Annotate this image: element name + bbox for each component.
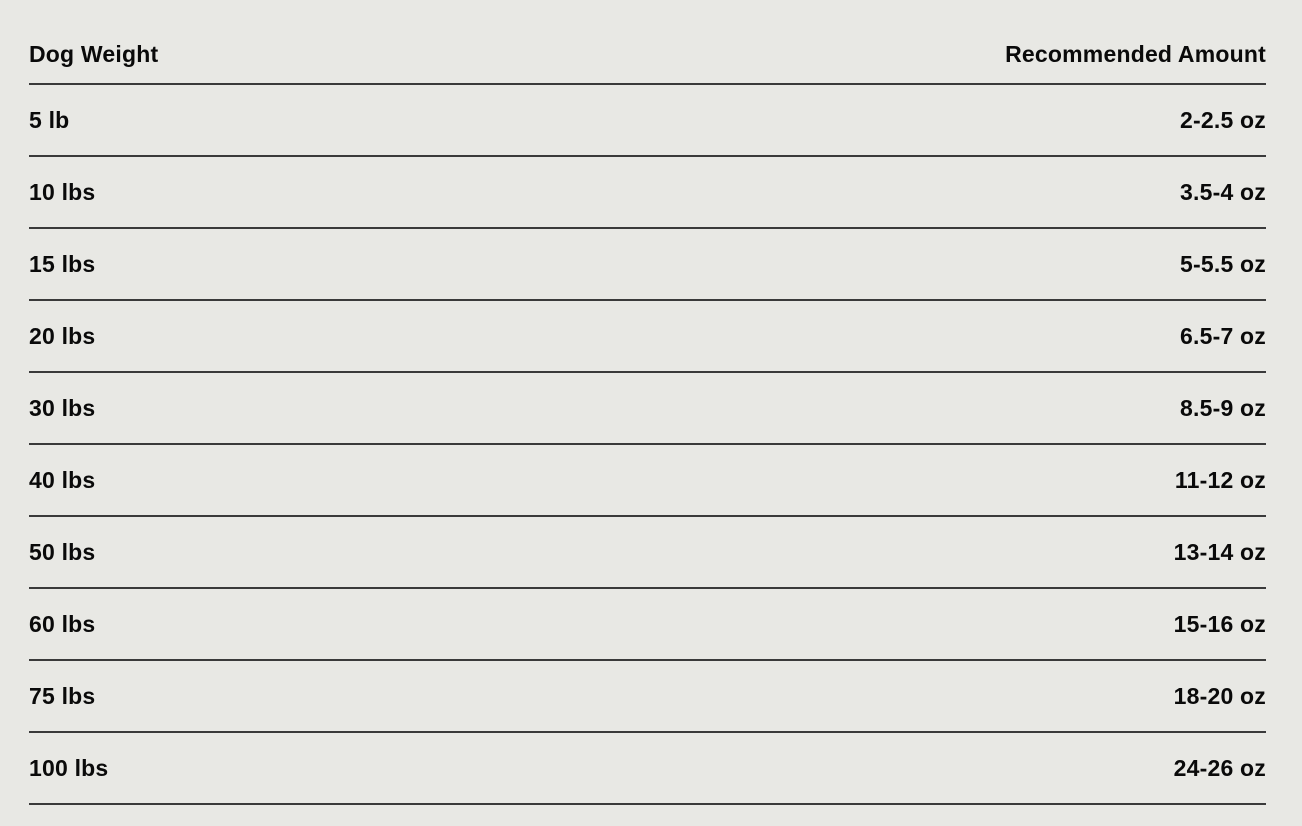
recommended-amount-cell: 15-16 oz xyxy=(1173,611,1266,637)
dog-weight-cell: 30 lbs xyxy=(29,395,96,421)
table-row: 40 lbs 11-12 oz xyxy=(29,445,1266,517)
recommended-amount-cell: 3.5-4 oz xyxy=(1180,179,1266,205)
recommended-amount-cell: 8.5-9 oz xyxy=(1180,395,1266,421)
table-row: 10 lbs 3.5-4 oz xyxy=(29,157,1266,229)
dog-weight-cell: 100 lbs xyxy=(29,755,109,781)
dog-weight-cell: 60 lbs xyxy=(29,611,96,637)
table-row: 50 lbs 13-14 oz xyxy=(29,517,1266,589)
header-dog-weight: Dog Weight xyxy=(29,41,159,67)
table-row: 60 lbs 15-16 oz xyxy=(29,589,1266,661)
dog-weight-cell: 15 lbs xyxy=(29,251,96,277)
feeding-table: Dog Weight Recommended Amount 5 lb 2-2.5 … xyxy=(29,0,1266,805)
dog-weight-cell: 20 lbs xyxy=(29,323,96,349)
table-row: 20 lbs 6.5-7 oz xyxy=(29,301,1266,373)
dog-weight-cell: 10 lbs xyxy=(29,179,96,205)
dog-weight-cell: 75 lbs xyxy=(29,683,96,709)
table-row: 100 lbs 24-26 oz xyxy=(29,733,1266,805)
recommended-amount-cell: 18-20 oz xyxy=(1173,683,1266,709)
table-header: Dog Weight Recommended Amount xyxy=(29,0,1266,85)
recommended-amount-cell: 2-2.5 oz xyxy=(1180,107,1266,133)
table-row: 30 lbs 8.5-9 oz xyxy=(29,373,1266,445)
dog-weight-cell: 40 lbs xyxy=(29,467,96,493)
recommended-amount-cell: 24-26 oz xyxy=(1173,755,1266,781)
table-row: 15 lbs 5-5.5 oz xyxy=(29,229,1266,301)
dog-weight-cell: 50 lbs xyxy=(29,539,96,565)
table-row: 75 lbs 18-20 oz xyxy=(29,661,1266,733)
dog-weight-cell: 5 lb xyxy=(29,107,70,133)
table-row: 5 lb 2-2.5 oz xyxy=(29,85,1266,157)
recommended-amount-cell: 13-14 oz xyxy=(1173,539,1266,565)
recommended-amount-cell: 11-12 oz xyxy=(1174,467,1266,493)
recommended-amount-cell: 5-5.5 oz xyxy=(1180,251,1266,277)
recommended-amount-cell: 6.5-7 oz xyxy=(1180,323,1266,349)
header-recommended-amount: Recommended Amount xyxy=(1005,41,1266,67)
